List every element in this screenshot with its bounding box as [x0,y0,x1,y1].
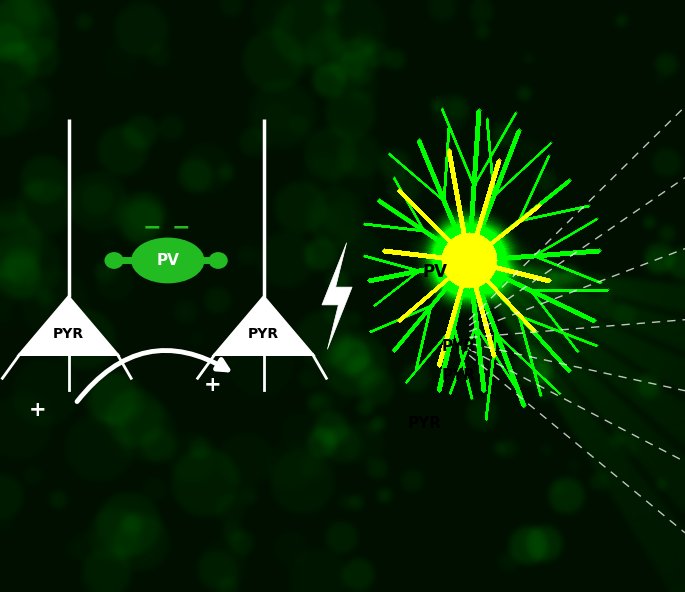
Text: −: − [171,218,190,238]
Text: PV: PV [156,253,179,268]
Circle shape [105,253,123,268]
Text: PYR: PYR [408,416,442,431]
Ellipse shape [132,238,204,283]
Text: PV: PV [423,263,447,281]
Circle shape [210,253,227,268]
FancyArrowPatch shape [77,350,228,401]
Text: PYR: PYR [53,327,84,342]
Polygon shape [322,243,352,349]
Text: PYR: PYR [442,368,476,384]
Text: +: + [29,400,47,420]
Polygon shape [20,297,118,355]
Text: PYR: PYR [442,339,476,354]
Text: +: + [203,375,221,395]
Text: PYR: PYR [248,327,279,342]
Polygon shape [215,297,312,355]
Text: −: − [142,218,161,238]
